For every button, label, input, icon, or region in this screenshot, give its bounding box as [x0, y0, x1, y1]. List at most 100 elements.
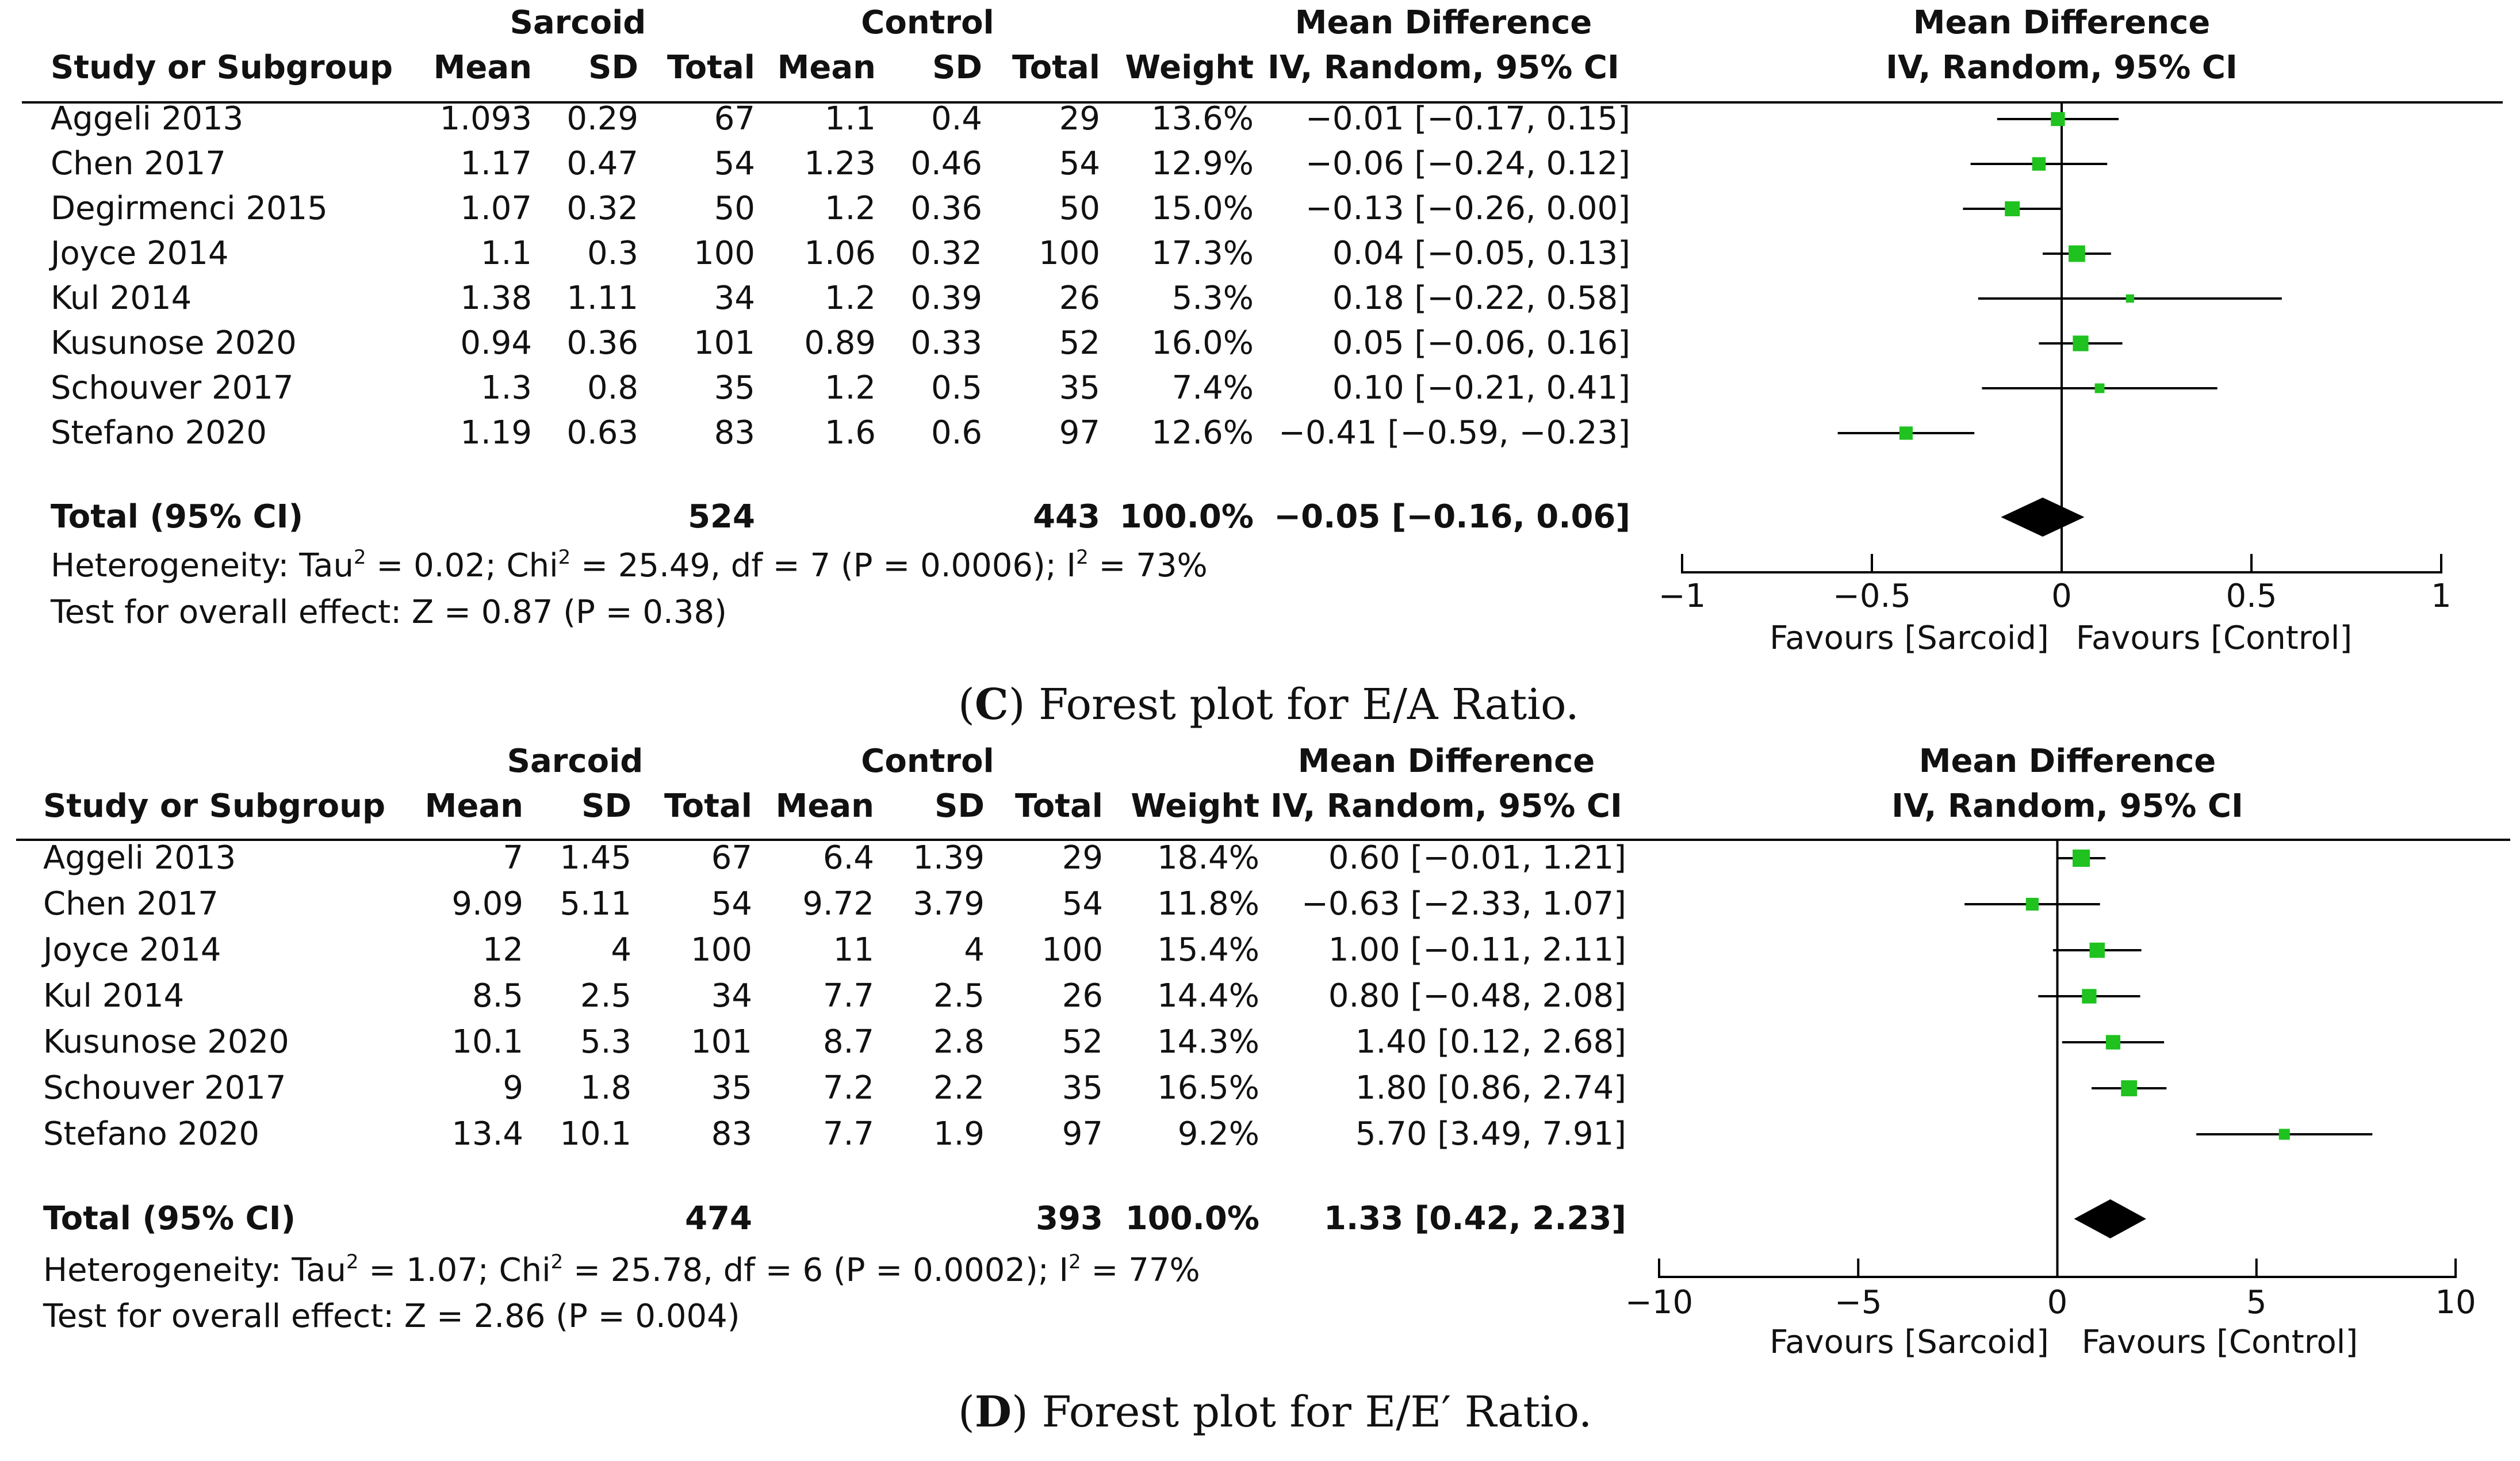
sarcoid-sd: 1.8 — [580, 1069, 631, 1107]
sarcoid-total: 50 — [714, 190, 755, 227]
sarcoid-sd: 0.36 — [566, 324, 638, 362]
sarcoid-sd: 1.45 — [560, 839, 631, 877]
plot-header-method: IV, Random, 95% CI — [1891, 787, 2243, 825]
col-header-sd-sarcoid: SD — [581, 787, 631, 825]
sarcoid-mean: 1.17 — [460, 145, 532, 182]
total-sarcoid: 524 — [688, 498, 755, 536]
sarcoid-total: 83 — [714, 414, 755, 452]
study-ci: −0.63 [−2.33, 1.07] — [1301, 885, 1626, 923]
figure-caption: (C) Forest plot for E/A Ratio. — [958, 680, 1579, 729]
study-name: Chen 2017 — [43, 885, 219, 923]
sarcoid-mean: 9.09 — [451, 885, 523, 923]
x-tick-label: 0.5 — [2226, 577, 2277, 615]
sarcoid-total: 67 — [714, 100, 755, 137]
sarcoid-mean: 1.38 — [460, 280, 532, 317]
control-total: 54 — [1062, 885, 1103, 923]
effect-square — [2005, 201, 2020, 216]
study-ci: −0.01 [−0.17, 0.15] — [1305, 100, 1630, 137]
pooled-diamond — [2074, 1199, 2146, 1238]
control-sd: 0.36 — [910, 190, 982, 227]
total-weight: 100.0% — [1120, 498, 1254, 536]
control-sd: 0.32 — [910, 235, 982, 272]
study-row: Joyce 2014 12 4 100 11 4 100 15.4% 1.00 [−0.11, … — [41, 931, 2142, 969]
control-mean: 7.7 — [823, 977, 874, 1015]
control-sd: 3.79 — [913, 885, 985, 923]
sarcoid-mean: 8.5 — [472, 977, 523, 1015]
plot-header-title: Mean Difference — [1919, 743, 2216, 780]
effect-square — [2082, 989, 2097, 1004]
study-ci: 0.10 [−0.21, 0.41] — [1332, 369, 1630, 407]
effect-square — [2073, 335, 2089, 351]
control-sd: 2.8 — [933, 1023, 985, 1061]
sarcoid-total: 101 — [691, 1023, 752, 1061]
control-sd: 4 — [964, 931, 985, 969]
heterogeneity-text: Heterogeneity: Tau2 = 0.02; Chi2 = 25.49… — [51, 546, 1208, 584]
sarcoid-total: 100 — [691, 931, 752, 969]
col-header-sd-control: SD — [935, 787, 985, 825]
col-header-mean-sarcoid: Mean — [434, 49, 532, 86]
control-sd: 1.39 — [913, 839, 985, 877]
study-ci: 0.18 [−0.22, 0.58] — [1332, 280, 1630, 317]
control-total: 52 — [1059, 324, 1100, 362]
col-header-md-method: IV, Random, 95% CI — [1270, 787, 1622, 825]
study-weight: 16.0% — [1151, 324, 1254, 362]
effect-square — [2121, 1080, 2138, 1096]
sarcoid-mean: 7 — [503, 839, 523, 877]
study-weight: 7.4% — [1172, 369, 1254, 407]
control-sd: 0.6 — [931, 414, 982, 452]
study-ci: 1.40 [0.12, 2.68] — [1355, 1023, 1626, 1061]
control-mean: 1.2 — [825, 369, 876, 407]
total-weight: 100.0% — [1125, 1200, 1259, 1237]
favours-control-label: Favours [Control] — [2082, 1324, 2358, 1361]
col-header-study: Study or Subgroup — [51, 49, 393, 86]
control-mean: 1.23 — [804, 145, 876, 182]
effect-square — [2125, 294, 2134, 303]
sarcoid-mean: 1.093 — [440, 100, 532, 137]
col-header-total-control: Total — [1012, 49, 1100, 86]
study-weight: 5.3% — [1172, 280, 1254, 317]
control-total: 35 — [1059, 369, 1100, 407]
favours-sarcoid-label: Favours [Sarcoid] — [1770, 1324, 2049, 1361]
effect-square — [2025, 897, 2039, 911]
total-label: Total (95% CI) — [43, 1200, 296, 1237]
total-label: Total (95% CI) — [51, 498, 303, 536]
md-header-title: Mean Difference — [1295, 4, 1592, 41]
study-ci: 0.80 [−0.48, 2.08] — [1328, 977, 1626, 1015]
sarcoid-mean: 1.19 — [460, 414, 532, 452]
control-total: 29 — [1062, 839, 1103, 877]
col-header-mean-sarcoid: Mean — [425, 787, 523, 825]
col-header-mean-control: Mean — [776, 787, 874, 825]
study-ci: 0.05 [−0.06, 0.16] — [1332, 324, 1630, 362]
control-total: 29 — [1059, 100, 1100, 137]
col-header-total-control: Total — [1015, 787, 1103, 825]
sarcoid-mean: 10.1 — [451, 1023, 523, 1061]
sarcoid-sd: 4 — [611, 931, 631, 969]
group-header-sarcoid: Sarcoid — [510, 4, 646, 41]
total-ci: −0.05 [−0.16, 0.06] — [1274, 498, 1630, 536]
plot-header-method: IV, Random, 95% CI — [1886, 49, 2238, 86]
study-weight: 15.0% — [1151, 190, 1254, 227]
effect-square — [2073, 849, 2090, 867]
study-ci: 5.70 [3.49, 7.91] — [1355, 1115, 1626, 1153]
control-total: 100 — [1041, 931, 1103, 969]
figure-caption: (D) Forest plot for E/E′ Ratio. — [958, 1387, 1592, 1437]
md-header-title: Mean Difference — [1298, 743, 1595, 780]
study-name: Joyce 2014 — [49, 235, 228, 272]
x-tick-label: 1 — [2431, 577, 2452, 615]
study-name: Aggeli 2013 — [51, 100, 243, 137]
sarcoid-total: 101 — [694, 324, 755, 362]
effect-square — [2051, 112, 2065, 127]
sarcoid-mean: 1.1 — [481, 235, 532, 272]
study-ci: 1.00 [−0.11, 2.11] — [1328, 931, 1626, 969]
col-header-sd-control: SD — [932, 49, 982, 86]
study-row: Aggeli 2013 7 1.45 67 6.4 1.39 29 18.4% 0.60 [−0… — [43, 839, 2106, 877]
control-total: 54 — [1059, 145, 1100, 182]
study-row: Stefano 2020 13.4 10.1 83 7.7 1.9 97 9.2% 5.70 [… — [43, 1115, 2373, 1153]
study-name: Stefano 2020 — [51, 414, 267, 452]
effect-square — [2089, 942, 2105, 958]
sarcoid-sd: 5.11 — [560, 885, 631, 923]
sarcoid-sd: 0.32 — [566, 190, 638, 227]
control-sd: 0.46 — [910, 145, 982, 182]
study-name: Schouver 2017 — [43, 1069, 286, 1107]
control-mean: 1.6 — [825, 414, 876, 452]
